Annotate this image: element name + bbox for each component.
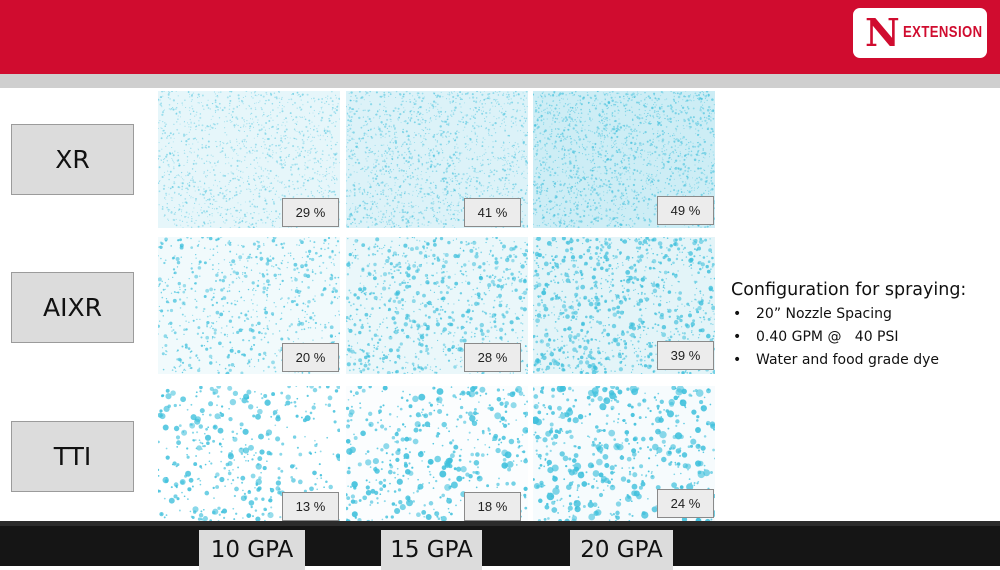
coverage-badge-aixr-20gpa: 39 % [657,341,714,370]
coverage-badge-xr-15gpa: 41 % [464,198,521,227]
spray-configuration: Configuration for spraying: 20” Nozzle S… [731,277,993,372]
column-label-20gpa: 20 GPA [570,530,673,570]
spray-card-xr-15gpa [346,91,528,228]
row-label-aixr: AIXR [11,272,134,343]
coverage-badge-aixr-10gpa: 20 % [282,343,339,372]
config-item-flow-pressure: 0.40 GPM @ 40 PSI [731,326,993,349]
coverage-badge-aixr-15gpa: 28 % [464,343,521,372]
config-list: 20” Nozzle Spacing 0.40 GPM @ 40 PSI Wat… [731,303,993,372]
spray-card-tti-20gpa [533,386,715,523]
coverage-badge-xr-10gpa: 29 % [282,198,339,227]
header-divider [0,74,1000,88]
column-label-10gpa: 10 GPA [199,530,305,570]
footer-divider [0,521,1000,526]
coverage-badge-tti-20gpa: 24 % [657,489,714,518]
row-label-xr: XR [11,124,134,195]
row-label-tti: TTI [11,421,134,492]
coverage-badge-xr-20gpa: 49 % [657,196,714,225]
column-label-15gpa: 15 GPA [381,530,482,570]
spray-card-xr-10gpa [158,91,340,228]
config-title: Configuration for spraying: [731,280,967,300]
nebraska-n-icon: N [865,10,900,55]
footer-bar [0,521,1000,566]
extension-logo: N EXTENSION [853,8,987,58]
config-item-nozzle-spacing: 20” Nozzle Spacing [731,303,993,326]
coverage-badge-tti-15gpa: 18 % [464,492,521,521]
logo-text: EXTENSION [903,24,983,41]
coverage-badge-tti-10gpa: 13 % [282,492,339,521]
config-item-spray-solution: Water and food grade dye [731,349,993,372]
header-bar [0,0,1000,74]
